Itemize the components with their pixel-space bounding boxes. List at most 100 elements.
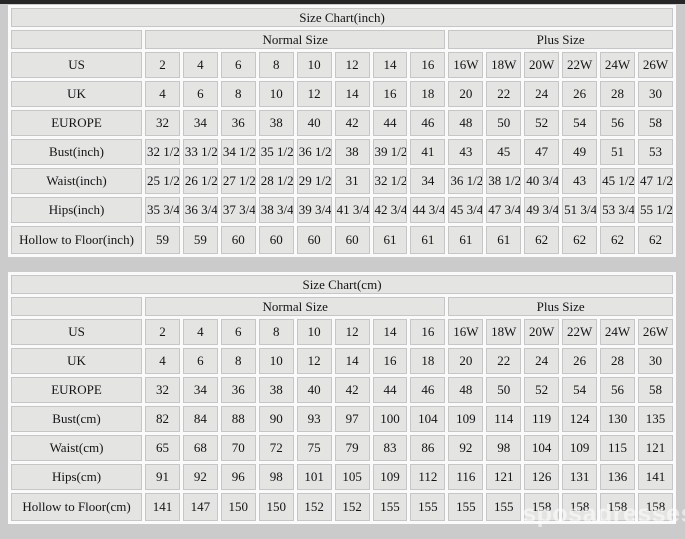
value-cell: 62 <box>600 226 635 254</box>
value-cell: 60 <box>258 226 294 254</box>
table-row: Hollow to Floor(cm) 141 147 150 150 152 152 155… <box>11 493 673 521</box>
value-cell: 158 <box>637 493 673 521</box>
value-cell: 32 <box>145 377 180 403</box>
value-cell: 121 <box>637 435 673 461</box>
row-label-cell: EUROPE <box>11 110 142 136</box>
table-row: Hollow to Floor(inch) 59 59 60 60 60 60 61 61 61 6… <box>11 226 673 254</box>
value-cell: 29 1/2 <box>296 168 332 194</box>
value-cell: 28 <box>600 348 635 374</box>
value-cell: 8 <box>220 348 256 374</box>
column-group-header: Normal Size <box>145 297 446 316</box>
value-cell: 72 <box>258 435 294 461</box>
value-cell: 45 1/2 <box>600 168 635 194</box>
value-cell: 10 <box>258 348 294 374</box>
value-cell: 84 <box>182 406 218 432</box>
value-cell: 61 <box>448 226 484 254</box>
value-cell: 4 <box>182 52 218 78</box>
corner-cell <box>11 297 142 316</box>
value-cell: 53 3/4 <box>600 197 635 223</box>
value-cell: 2 <box>145 319 180 345</box>
table-row: UK 4 6 8 10 12 14 16 18 20 22 24 26 28 30 <box>11 348 673 374</box>
value-cell: 50 <box>486 377 522 403</box>
value-cell: 40 3/4 <box>524 168 560 194</box>
value-cell: 45 <box>486 139 522 165</box>
value-cell: 116 <box>448 464 484 490</box>
value-cell: 33 1/2 <box>182 139 218 165</box>
value-cell: 155 <box>410 493 446 521</box>
value-cell: 65 <box>145 435 180 461</box>
value-cell: 61 <box>486 226 522 254</box>
value-cell: 53 <box>637 139 673 165</box>
value-cell: 62 <box>562 226 598 254</box>
value-cell: 38 1/2 <box>486 168 522 194</box>
value-cell: 14 <box>372 319 408 345</box>
value-cell: 49 <box>562 139 598 165</box>
value-cell: 34 1/2 <box>220 139 256 165</box>
value-cell: 86 <box>410 435 446 461</box>
value-cell: 62 <box>524 226 560 254</box>
value-cell: 42 <box>334 110 370 136</box>
value-cell: 24 <box>524 348 560 374</box>
value-cell: 109 <box>562 435 598 461</box>
value-cell: 44 <box>372 377 408 403</box>
table-row: Hips(cm) 91 92 96 98 101 105 109 112 116 121 126 131… <box>11 464 673 490</box>
table-row: US 2 4 6 8 10 12 14 16 16W 18W 20W 22W 24W 26W <box>11 319 673 345</box>
value-cell: 46 <box>410 377 446 403</box>
value-cell: 58 <box>637 110 673 136</box>
value-cell: 26 <box>562 348 598 374</box>
value-cell: 119 <box>524 406 560 432</box>
row-label-cell: Bust(inch) <box>11 139 142 165</box>
value-cell: 39 1/2 <box>372 139 408 165</box>
row-label-cell: UK <box>11 81 142 107</box>
value-cell: 26 1/2 <box>182 168 218 194</box>
table-row: Bust(inch) 32 1/2 33 1/2 34 1/2 35 1/2 36 1/2… <box>11 139 673 165</box>
value-cell: 115 <box>600 435 635 461</box>
value-cell: 36 <box>220 377 256 403</box>
value-cell: 58 <box>637 377 673 403</box>
table-title: Size Chart(cm) <box>11 275 673 294</box>
value-cell: 12 <box>334 52 370 78</box>
value-cell: 36 <box>220 110 256 136</box>
value-cell: 10 <box>258 81 294 107</box>
value-cell: 51 <box>600 139 635 165</box>
value-cell: 141 <box>637 464 673 490</box>
value-cell: 34 <box>182 110 218 136</box>
image-top-edge <box>0 0 685 4</box>
value-cell: 48 <box>448 377 484 403</box>
value-cell: 59 <box>145 226 180 254</box>
value-cell: 41 3/4 <box>334 197 370 223</box>
value-cell: 36 1/2 <box>448 168 484 194</box>
value-cell: 43 <box>448 139 484 165</box>
value-cell: 22W <box>562 52 598 78</box>
value-cell: 100 <box>372 406 408 432</box>
column-group-header: Normal Size <box>145 30 446 49</box>
value-cell: 32 1/2 <box>372 168 408 194</box>
value-cell: 158 <box>600 493 635 521</box>
value-cell: 98 <box>258 464 294 490</box>
value-cell: 38 <box>334 139 370 165</box>
value-cell: 22 <box>486 348 522 374</box>
value-cell: 20 <box>448 348 484 374</box>
table-row: Waist(inch) 25 1/2 26 1/2 27 1/2 28 1/2 29 1/… <box>11 168 673 194</box>
row-label-cell: UK <box>11 348 142 374</box>
value-cell: 44 <box>372 110 408 136</box>
value-cell: 4 <box>182 319 218 345</box>
value-cell: 90 <box>258 406 294 432</box>
value-cell: 42 <box>334 377 370 403</box>
value-cell: 45 3/4 <box>448 197 484 223</box>
value-cell: 59 <box>182 226 218 254</box>
value-cell: 155 <box>372 493 408 521</box>
value-cell: 22 <box>486 81 522 107</box>
value-cell: 18W <box>486 52 522 78</box>
value-cell: 38 <box>258 377 294 403</box>
value-cell: 40 <box>296 377 332 403</box>
value-cell: 112 <box>410 464 446 490</box>
value-cell: 25 1/2 <box>145 168 180 194</box>
value-cell: 6 <box>182 81 218 107</box>
value-cell: 114 <box>486 406 522 432</box>
value-cell: 158 <box>524 493 560 521</box>
table-row: EUROPE 32 34 36 38 40 42 44 46 48 50 52 54 56 58 <box>11 110 673 136</box>
value-cell: 6 <box>220 319 256 345</box>
table-row: Bust(cm) 82 84 88 90 93 97 100 104 109 114 119 124 13… <box>11 406 673 432</box>
value-cell: 44 3/4 <box>410 197 446 223</box>
